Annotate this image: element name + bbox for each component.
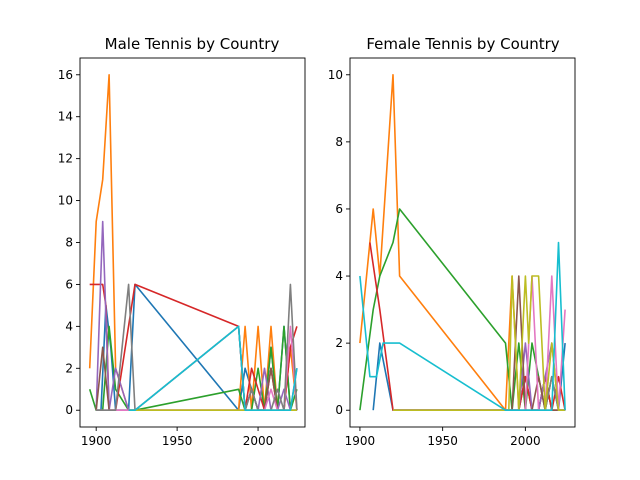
plot-area [359, 74, 566, 412]
y-tick-label: 8 [65, 236, 73, 250]
chart-title: Female Tennis by Country [366, 35, 559, 53]
y-tick-label: 4 [65, 319, 73, 333]
y-tick-label: 10 [58, 194, 73, 208]
chart-female-tennis: Female Tennis by Country 1900 1950 2000 0 2 4… [328, 35, 576, 448]
x-tick-label: 1950 [427, 434, 458, 448]
y-tick-label: 0 [65, 403, 73, 417]
series-line-8 [96, 283, 298, 412]
y-tick-label: 10 [328, 68, 343, 82]
y-tick-label: 6 [335, 202, 343, 216]
chart-male-tennis: Male Tennis by Country 1900 1950 2000 0 2 4 6 8… [58, 35, 306, 448]
x-tick-label: 2000 [510, 434, 541, 448]
series-line-10 [128, 325, 298, 412]
x-tick-label: 1900 [345, 434, 376, 448]
y-tick-label: 4 [335, 269, 343, 283]
y-tick-label: 2 [65, 361, 73, 375]
y-tick-label: 0 [335, 403, 343, 417]
axes-frame [349, 57, 576, 428]
axes-frame [79, 57, 306, 428]
series-line-10 [359, 241, 566, 412]
axis-ticks: 1900 1950 2000 0 2 4 6 8 10 [328, 68, 541, 448]
x-tick-label: 2000 [243, 434, 274, 448]
y-tick-label: 14 [58, 110, 73, 124]
axis-ticks: 1900 1950 2000 0 2 4 6 8 10 12 14 16 [58, 68, 274, 448]
y-tick-label: 2 [335, 336, 343, 350]
y-tick-label: 16 [58, 68, 73, 82]
x-tick-label: 1950 [162, 434, 193, 448]
y-tick-label: 8 [335, 135, 343, 149]
y-tick-label: 12 [58, 152, 73, 166]
x-tick-label: 1900 [81, 434, 112, 448]
plot-area [88, 74, 298, 412]
y-tick-label: 6 [65, 277, 73, 291]
chart-title: Male Tennis by Country [105, 35, 280, 53]
